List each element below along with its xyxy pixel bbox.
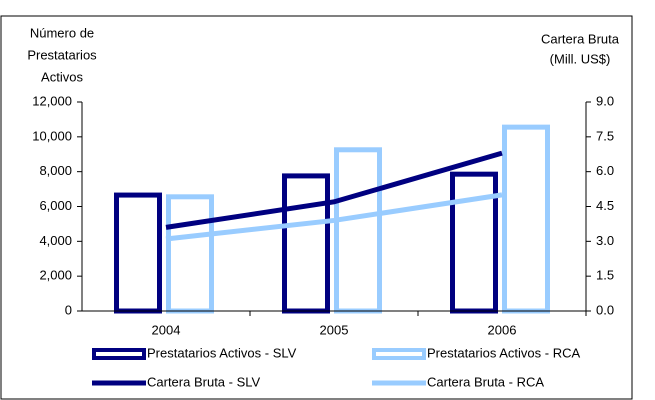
legend-label: Prestatarios Activos - SLV [147, 345, 297, 360]
legend-label: Prestatarios Activos - RCA [427, 345, 580, 360]
y2-tick-label: 6.0 [596, 163, 614, 178]
y2-tick-label: 4.5 [596, 198, 614, 213]
y-tick-label: 12,000 [32, 93, 72, 108]
legend-label: Cartera Bruta - RCA [427, 374, 544, 389]
bar [334, 147, 382, 314]
y2-tick-label: 0.0 [596, 302, 614, 317]
y2-tick-label: 1.5 [596, 268, 614, 283]
bar [282, 173, 330, 314]
y-axis-label: Prestatarios [27, 47, 97, 62]
y2-tick-label: 7.5 [596, 128, 614, 143]
x-tick-label: 2005 [320, 322, 349, 337]
y-tick-label: 10,000 [32, 128, 72, 143]
line [165, 150, 503, 230]
y-tick-label: 4,000 [39, 233, 72, 248]
y-tick-label: 8,000 [39, 163, 72, 178]
legend-swatch [372, 348, 426, 360]
y-tick-label: 0 [65, 302, 72, 317]
y-axis-label: Activos [41, 69, 83, 84]
y-axis-label: Número de [30, 25, 94, 40]
legend-swatch [92, 348, 146, 360]
bar [166, 194, 214, 314]
x-tick-label: 2004 [152, 322, 181, 337]
legend-label: Cartera Bruta - SLV [147, 374, 261, 389]
y-tick-label: 6,000 [39, 198, 72, 213]
y2-tick-label: 9.0 [596, 93, 614, 108]
x-tick-label: 2006 [488, 322, 517, 337]
bar [502, 124, 550, 314]
line [165, 192, 503, 242]
y-tick-label: 2,000 [39, 268, 72, 283]
y2-tick-label: 3.0 [596, 233, 614, 248]
y2-axis-label: Cartera Bruta [541, 31, 620, 46]
bar [114, 192, 162, 314]
y2-axis-label: (Mill. US$) [550, 51, 611, 66]
